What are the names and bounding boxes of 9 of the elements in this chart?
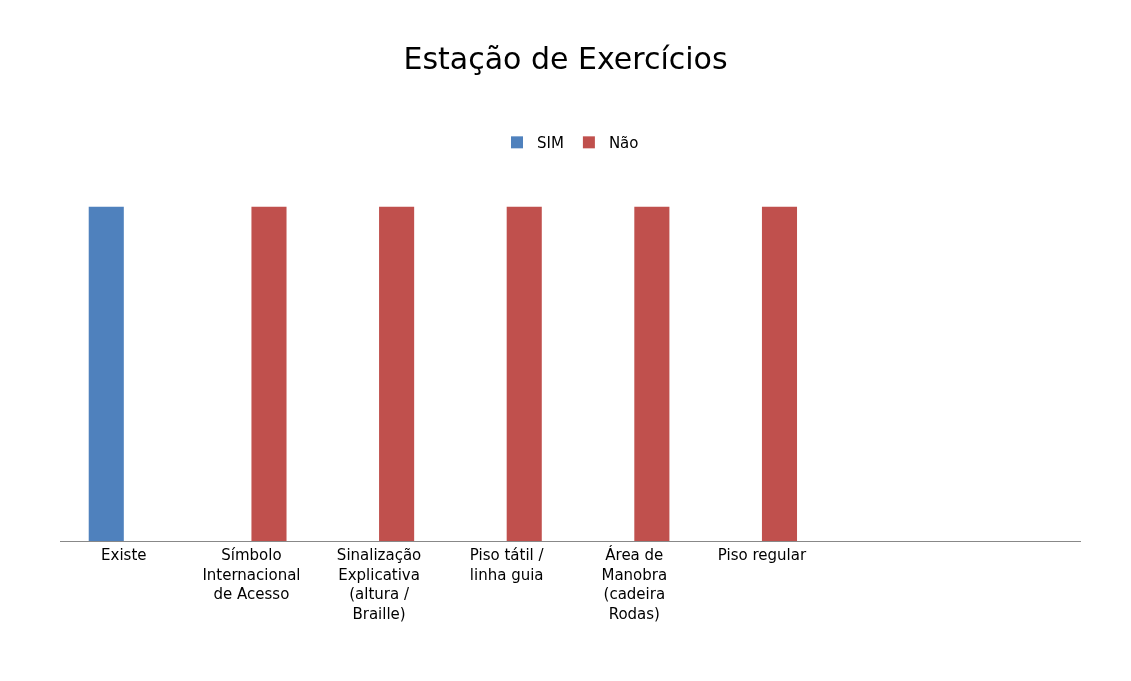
legend-label: Não (608, 134, 639, 153)
x-tick-label: Existe (101, 546, 147, 564)
x-tick-label: Piso tátil / linha guia (469, 546, 545, 584)
x-tick-label: Sinalização Explicativa (altura / Braille) (336, 546, 422, 623)
x-tick-label: Piso regular (717, 546, 807, 564)
x-tick-label: Área de Manobra (cadeira Rodas) (601, 545, 668, 623)
legend-label: SIM (537, 134, 564, 153)
chart-title: Estação de Exercícios (403, 40, 728, 76)
x-tick-label: Símbolo Internacional de Acesso (202, 546, 301, 603)
